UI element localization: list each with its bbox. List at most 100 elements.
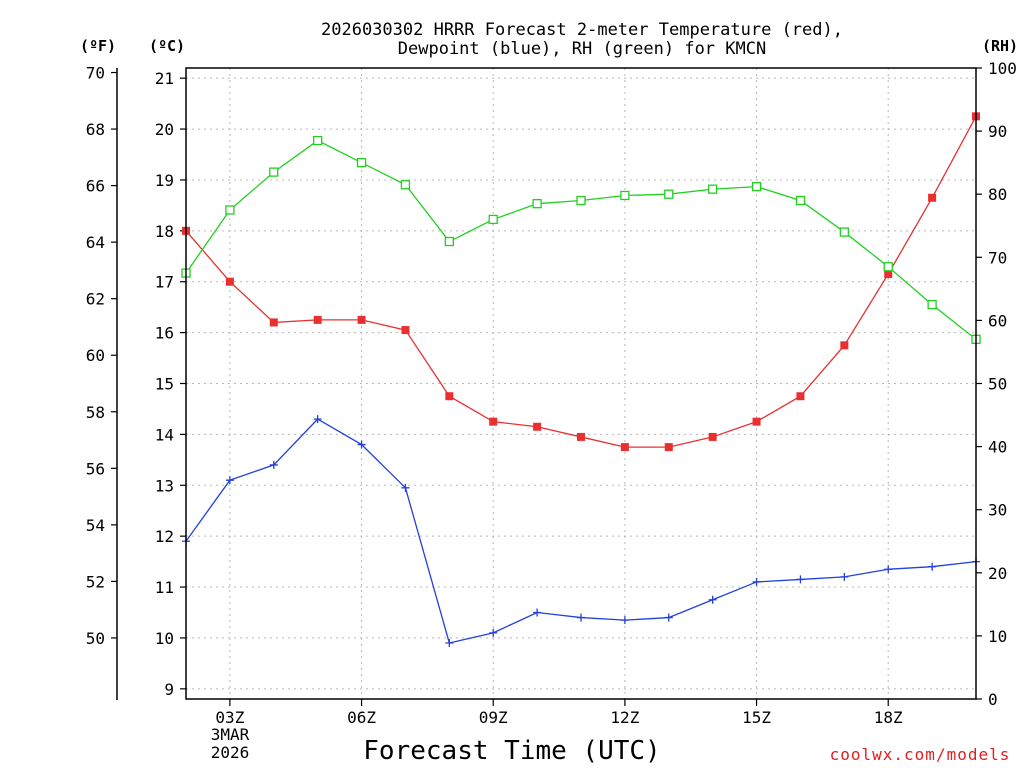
temperature-point <box>225 277 234 286</box>
rh-point <box>576 195 586 206</box>
fahrenheit-tick-label: 50 <box>86 629 105 648</box>
rh-point <box>269 167 279 177</box>
fahrenheit-tick-label: 70 <box>86 64 105 83</box>
temperature-point <box>708 432 717 441</box>
rh-tick-label: 40 <box>988 438 1007 457</box>
fahrenheit-tick-label: 62 <box>86 290 105 309</box>
celsius-axis: 9 10 11 12 13 14 15 16 17 18 19 20 21 <box>155 69 186 699</box>
x-tick-label: 03Z <box>215 708 244 727</box>
rh-tick-label: 20 <box>988 564 1007 583</box>
fahrenheit-tick-label: 68 <box>86 120 105 139</box>
celsius-tick-label: 9 <box>164 680 174 699</box>
x-tick-label: 15Z <box>742 708 771 727</box>
rh-tick-label: 60 <box>988 311 1007 330</box>
temperature-point <box>884 270 893 279</box>
rh-point <box>488 214 498 225</box>
celsius-tick-label: 18 <box>155 222 174 241</box>
dewpoint-point <box>533 608 542 617</box>
chart-title-line-2: Dewpoint (blue), RH (green) for KMCN <box>398 39 766 59</box>
fahrenheit-tick-label: 54 <box>86 516 105 535</box>
rh-tick-label: 90 <box>988 122 1007 141</box>
celsius-tick-label: 17 <box>155 273 174 292</box>
dewpoint-point <box>269 460 278 469</box>
temperature-point <box>664 443 673 452</box>
rh-tick-label: 0 <box>988 690 998 709</box>
rh-point <box>444 236 454 247</box>
celsius-tick-label: 10 <box>155 629 174 648</box>
rh-point <box>708 184 718 194</box>
dewpoint-point <box>928 562 937 571</box>
fahrenheit-tick-label: 52 <box>86 572 105 591</box>
dewpoint-point <box>752 577 761 586</box>
temperature-point <box>533 422 542 431</box>
x-axis-title: Forecast Time (UTC) <box>363 736 660 766</box>
dewpoint-point <box>357 440 366 449</box>
series-layer <box>181 112 981 648</box>
fahrenheit-tick-label: 58 <box>86 403 105 422</box>
dewpoint-point <box>840 572 849 581</box>
rh-point <box>927 299 937 310</box>
celsius-tick-label: 21 <box>155 69 174 88</box>
dewpoint-point <box>225 476 234 485</box>
rh-point <box>751 181 762 192</box>
rh-tick-label: 10 <box>988 627 1007 646</box>
temperature-point <box>620 443 629 452</box>
dewpoint-point <box>577 613 585 622</box>
rh-series-line <box>185 139 977 340</box>
rh-tick-label: 100 <box>988 59 1017 78</box>
rh-tick-label: 80 <box>988 185 1007 204</box>
rh-point <box>225 205 235 215</box>
date-label-day: 3MAR <box>211 725 250 744</box>
x-tick-label: 06Z <box>347 708 376 727</box>
rh-point <box>400 180 411 190</box>
rh-point <box>356 157 367 168</box>
temperature-point <box>313 315 322 324</box>
celsius-tick-label: 20 <box>155 120 174 139</box>
fahrenheit-axis: 50 52 54 56 58 60 62 64 66 68 70 <box>86 64 117 648</box>
rh-unit-label: (RH) <box>982 37 1018 55</box>
dewpoint-point <box>708 595 717 604</box>
dewpoint-point <box>884 565 893 574</box>
x-tick-label: 18Z <box>874 708 903 727</box>
dewpoint-point <box>313 415 322 424</box>
x-axis: 03Z 06Z 09Z 12Z 15Z 18Z <box>215 699 903 727</box>
celsius-unit-label: (ºC) <box>149 37 185 55</box>
rh-point <box>883 262 893 272</box>
rh-point <box>620 190 630 201</box>
celsius-tick-label: 19 <box>155 171 174 190</box>
dewpoint-point <box>620 616 629 625</box>
rh-tick-label: 50 <box>988 375 1007 394</box>
temperature-point <box>752 417 761 426</box>
rh-tick-label: 30 <box>988 501 1007 520</box>
rh-axis: 0 10 20 30 40 50 60 70 80 90 100 <box>976 59 1017 709</box>
temperature-point <box>489 417 498 426</box>
dewpoint-point <box>445 639 454 648</box>
rh-tick-label: 70 <box>988 248 1007 267</box>
temperature-point <box>269 318 278 327</box>
fahrenheit-tick-label: 60 <box>86 346 105 365</box>
rh-point <box>532 199 542 209</box>
celsius-tick-label: 12 <box>155 527 174 546</box>
temperature-point <box>577 432 585 441</box>
temperature-point <box>445 392 454 401</box>
dewpoint-series-line <box>185 418 977 644</box>
plot-frame <box>185 67 977 700</box>
fahrenheit-tick-label: 66 <box>86 177 105 196</box>
celsius-tick-label: 11 <box>155 578 174 597</box>
rh-point <box>313 135 323 146</box>
dewpoint-point <box>401 483 410 492</box>
credit-text: coolwx.com/models <box>830 745 1011 764</box>
temperature-point <box>401 326 410 335</box>
dewpoint-point <box>664 613 673 622</box>
rh-point <box>795 195 806 206</box>
rh-point <box>839 227 849 237</box>
x-tick-label: 12Z <box>610 708 639 727</box>
date-label-year: 2026 <box>211 743 250 762</box>
fahrenheit-unit-label: (ºF) <box>80 37 116 55</box>
celsius-tick-label: 14 <box>155 425 174 444</box>
dewpoint-point <box>489 628 498 637</box>
fahrenheit-tick-label: 56 <box>86 459 105 478</box>
dewpoint-point <box>796 575 805 584</box>
temperature-point <box>796 392 805 401</box>
